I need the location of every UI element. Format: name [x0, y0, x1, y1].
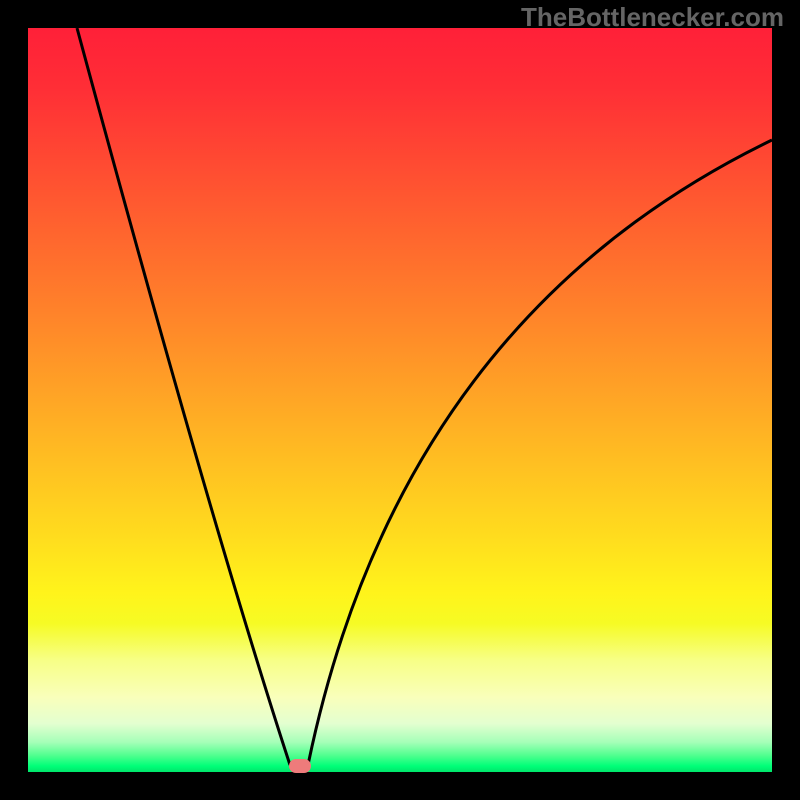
- watermark-text: TheBottlenecker.com: [521, 2, 784, 33]
- minimum-marker: [289, 759, 311, 773]
- chart-frame: TheBottlenecker.com: [0, 0, 800, 800]
- plot-background-gradient: [28, 28, 772, 772]
